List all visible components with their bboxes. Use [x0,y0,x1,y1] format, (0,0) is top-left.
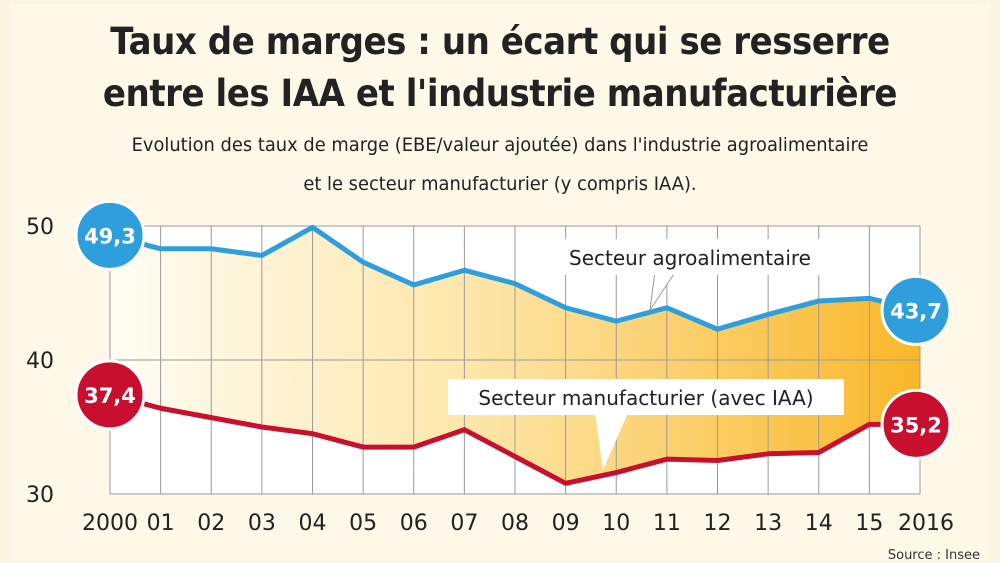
source-note: Source : Insee [887,548,980,563]
x-tick-label: 09 [552,511,580,536]
x-tick-label: 06 [400,511,428,536]
x-tick-label: 04 [299,511,327,536]
chart-subtitle-line1: Evolution des taux de marge (EBE/valeur … [131,134,869,156]
chart-subtitle-line2: et le secteur manufacturier (y compris I… [303,173,697,195]
callout-box [544,239,836,275]
x-tick-label: 14 [805,511,833,536]
x-tick-label: 07 [450,511,478,536]
chart-title-line2: entre les IAA et l'industrie manufacturi… [102,72,898,115]
data-label: 43,7 [890,299,942,323]
y-tick-label: 50 [26,215,54,240]
series-label-manufacturier: Secteur manufacturier (avec IAA) [478,386,813,410]
x-tick-label: 15 [855,511,883,536]
x-tick-label: 12 [704,511,732,536]
series-label-agroalimentaire: Secteur agroalimentaire [569,246,811,270]
x-tick-label: 08 [501,511,529,536]
value-bubble [74,359,146,431]
data-label: 49,3 [84,224,136,248]
x-tick-label: 03 [248,511,276,536]
value-bubble [880,388,952,460]
x-tick-label: 05 [349,511,377,536]
x-tick-label: 02 [197,511,225,536]
data-label: 35,2 [890,413,942,437]
chart-title-line1: Taux de marges : un écart qui se resserr… [110,20,890,63]
x-tick-label: 13 [754,511,782,536]
value-bubble [74,199,146,271]
series-line [107,392,923,486]
x-tick-label: 11 [653,511,681,536]
y-tick-label: 30 [26,483,54,508]
x-tick-label: 2000 [82,511,138,536]
x-tick-label: 10 [602,511,630,536]
callout-pointer [595,413,628,470]
value-bubble [880,274,952,346]
series-line [107,224,923,332]
x-tick-label: 2016 [898,511,954,536]
callout-box [448,379,844,415]
x-tick-label: 01 [147,511,175,536]
y-tick-label: 40 [26,349,54,374]
data-label: 37,4 [84,384,136,408]
